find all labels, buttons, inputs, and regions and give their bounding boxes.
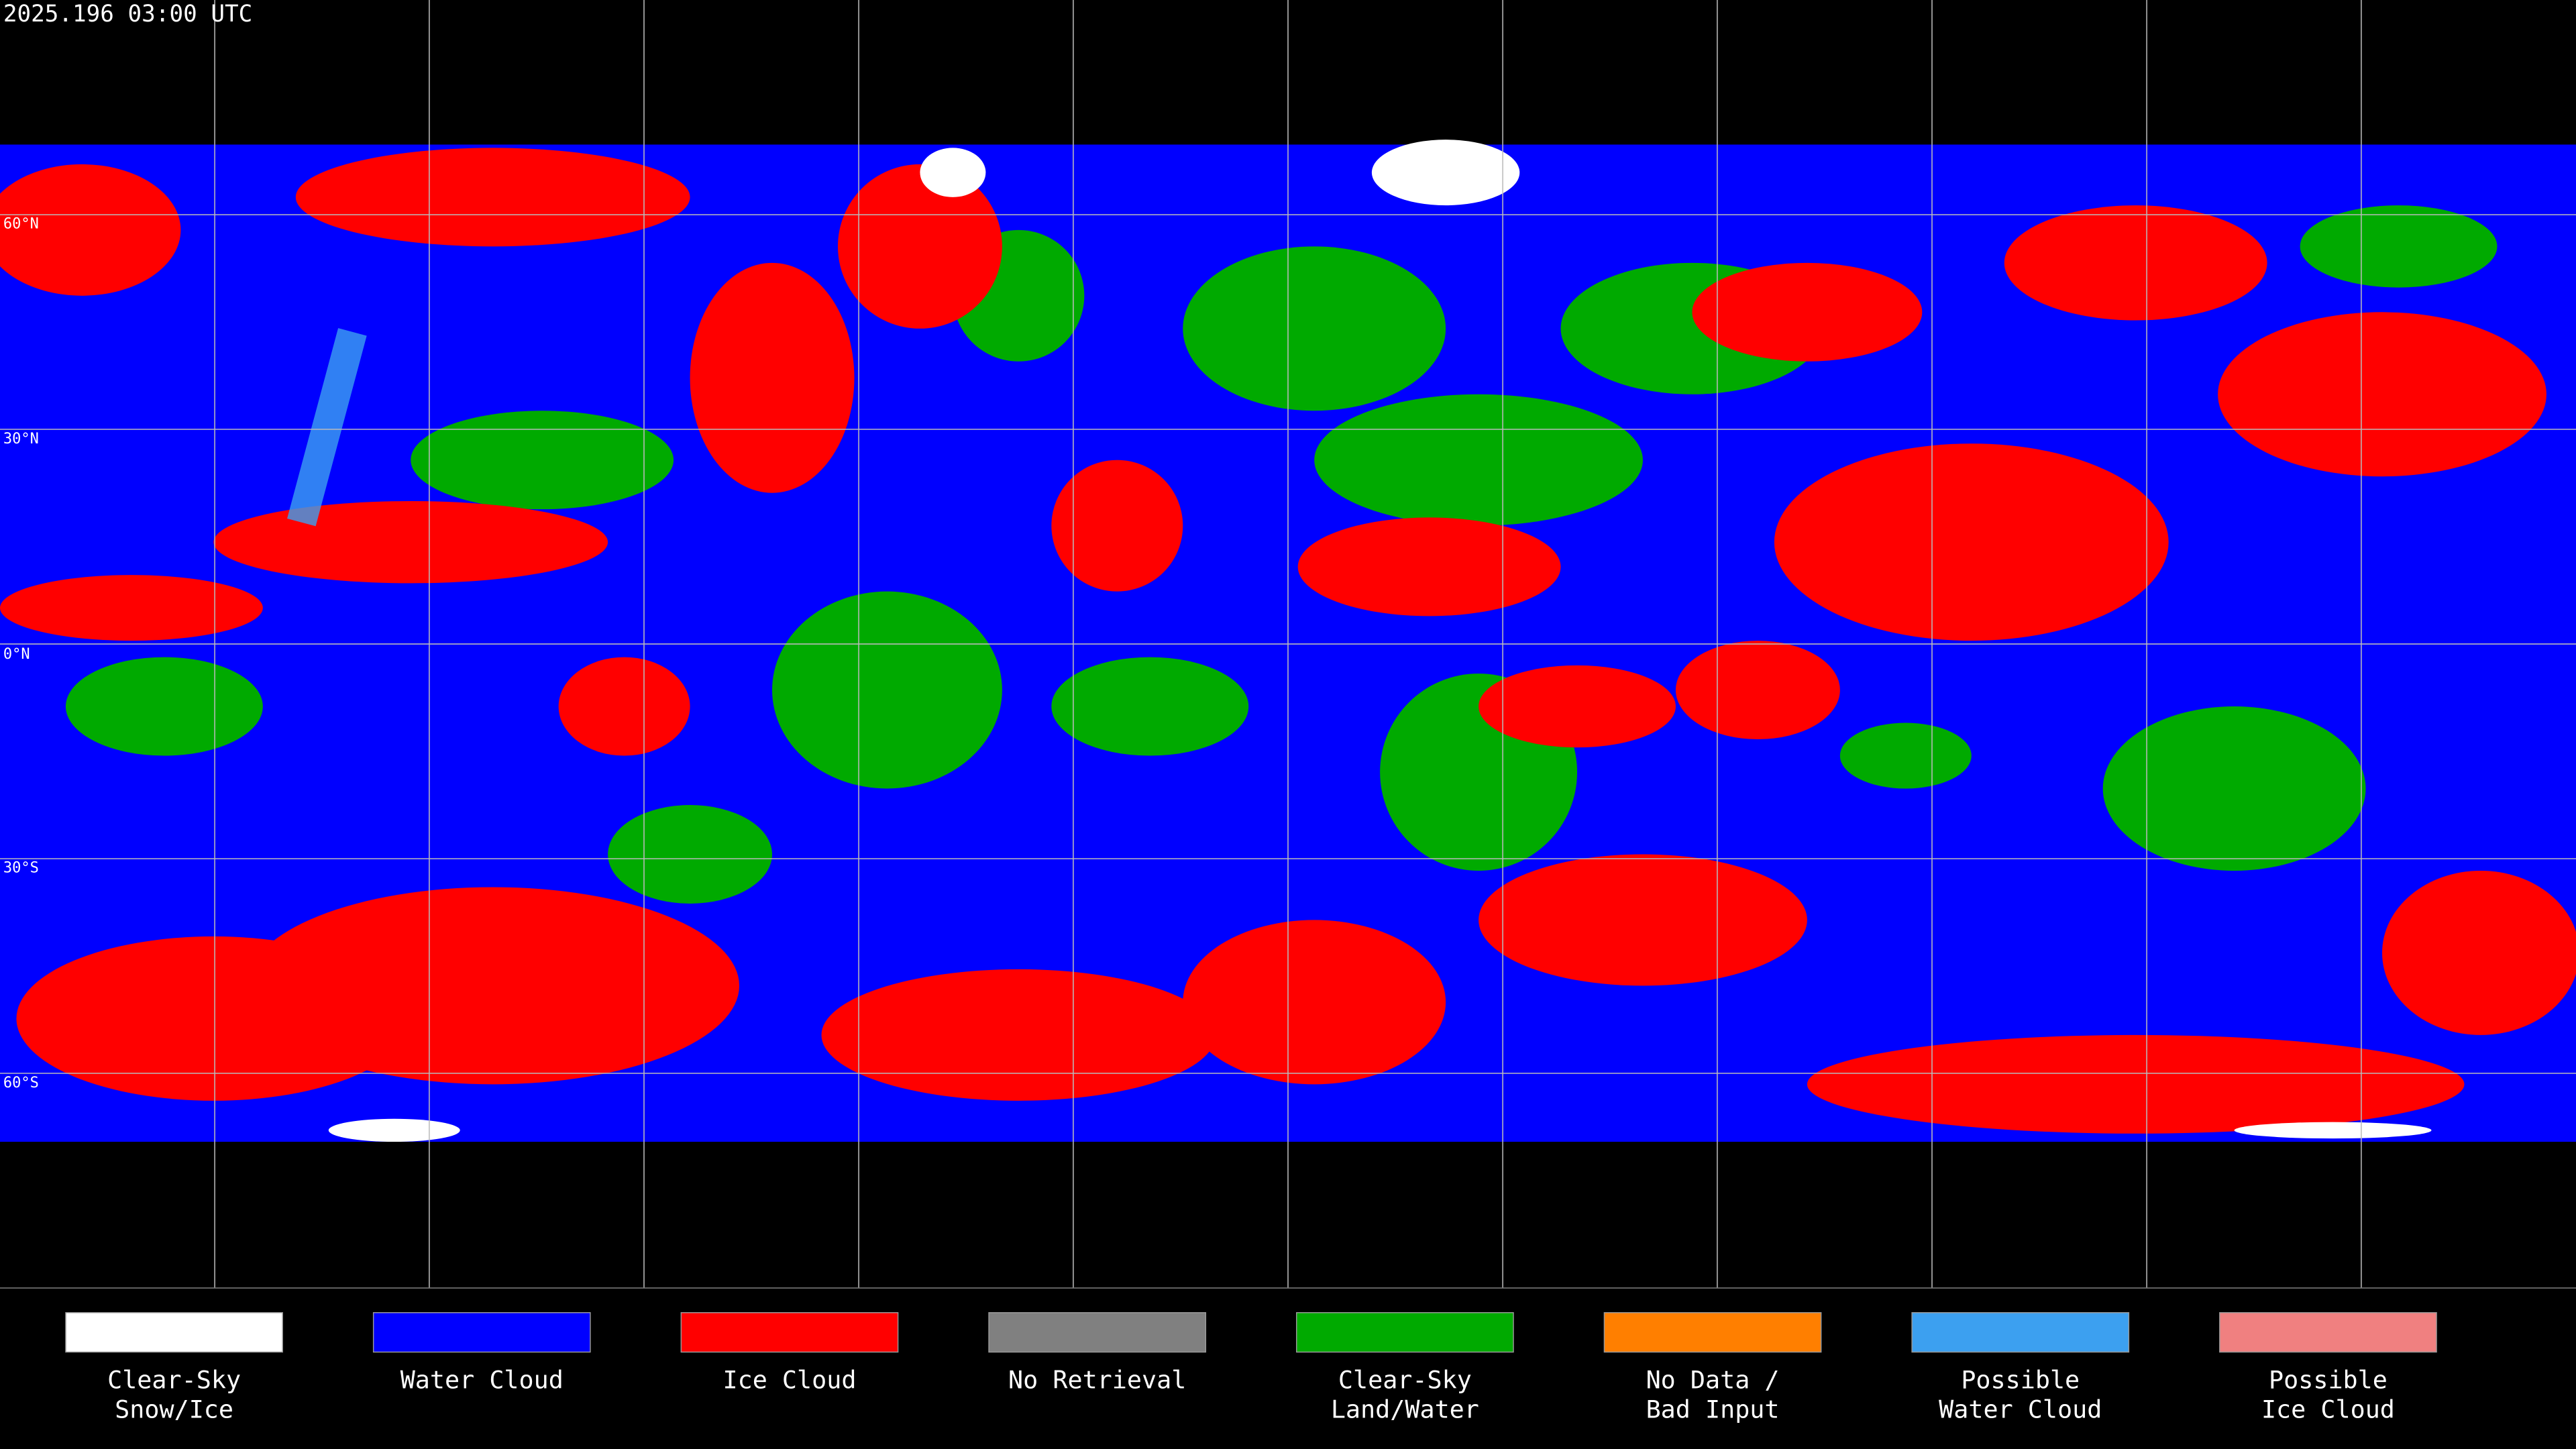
- lat-label: 30°N: [3, 431, 39, 447]
- graticule: [0, 0, 2576, 1289]
- lat-label: 30°S: [3, 859, 39, 876]
- legend-label: Water Cloud: [1939, 1395, 2102, 1424]
- legend-swatch: [65, 1312, 283, 1353]
- legend-label: Snow/Ice: [115, 1395, 233, 1424]
- legend-swatch: [680, 1312, 899, 1353]
- latitude-labels: 60°N 30°N 0°N 30°S 60°S: [3, 215, 39, 1091]
- legend-label: Possible: [1961, 1365, 2080, 1394]
- legend-label: Clear-Sky: [1338, 1365, 1472, 1394]
- legend-swatch: [1296, 1312, 1514, 1353]
- lat-label: 0°N: [3, 646, 30, 663]
- legend-swatch: [988, 1312, 1207, 1353]
- legend-label: Water Cloud: [400, 1365, 564, 1394]
- legend-label: Clear-Sky: [107, 1365, 241, 1394]
- legend-swatch: [1911, 1312, 2130, 1353]
- snow-ice-areas: [328, 140, 2432, 1142]
- legend-label: No Data /: [1646, 1365, 1780, 1394]
- legend-swatch: [2219, 1312, 2437, 1353]
- lat-label: 60°N: [3, 215, 39, 232]
- lat-label: 60°S: [3, 1075, 39, 1091]
- legend-swatch: [372, 1312, 591, 1353]
- possible-water-cloud-area: [287, 328, 367, 527]
- ice-cloud-areas: [0, 148, 2576, 1134]
- timestamp: 2025.196 03:00 UTC: [3, 1, 252, 28]
- legend-label: Bad Input: [1646, 1395, 1780, 1424]
- legend-swatch: [1603, 1312, 1822, 1353]
- legend-label: Land/Water: [1331, 1395, 1479, 1424]
- legend-label: Ice Cloud: [722, 1365, 856, 1394]
- legend-label: Possible: [2269, 1365, 2387, 1394]
- legend-label: Ice Cloud: [2261, 1395, 2395, 1424]
- legend-label: No Retrieval: [1008, 1365, 1186, 1394]
